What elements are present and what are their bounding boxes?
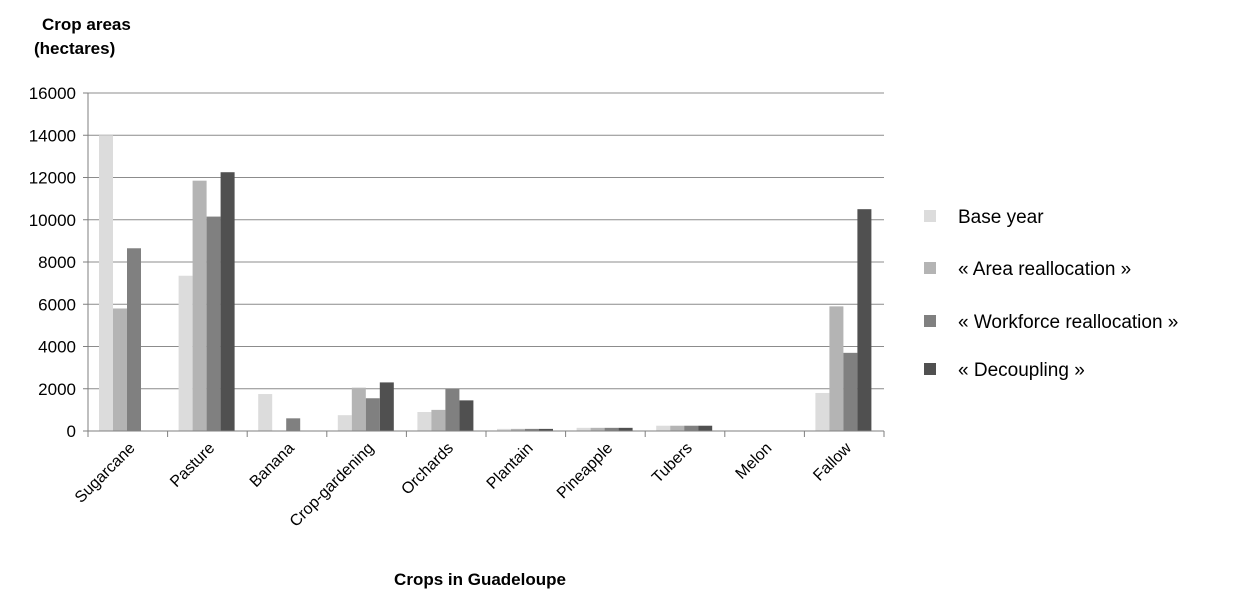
bar-pineapple-series-3 (604, 427, 619, 431)
bar-sugarcane-series-3 (127, 248, 141, 431)
bar-orchards-series-4 (459, 400, 474, 431)
x-axis-ticks (87, 431, 885, 437)
bar-banana-series-3 (286, 418, 301, 431)
bar-plantain-series-1 (497, 428, 511, 431)
bar-tubers-series-4 (698, 425, 713, 431)
bar-orchards-series-3 (445, 388, 460, 431)
bar-plantain-series-2 (511, 428, 525, 431)
y-axis-label-line2: (hectares) (34, 39, 115, 58)
bar-banana-series-1 (258, 394, 273, 431)
legend-swatch (924, 210, 936, 222)
bars (99, 135, 872, 431)
bar-crop-gardening-series-4 (379, 382, 394, 431)
bar-crop-gardening-series-3 (365, 398, 380, 431)
bar-crop-gardening-series-2 (351, 387, 366, 431)
legend-label: « Workforce reallocation » (958, 312, 1178, 333)
bar-pineapple-series-1 (576, 427, 591, 431)
bar-fallow-series-3 (843, 352, 858, 431)
y-tick-label: 6000 (38, 295, 76, 314)
category-label: Crop-gardening (287, 440, 378, 531)
bar-plantain-series-3 (525, 428, 539, 431)
y-tick-label: 12000 (29, 169, 76, 188)
category-label: Tubers (649, 440, 696, 487)
bar-fallow-series-4 (857, 209, 872, 431)
category-label: Banana (247, 440, 298, 491)
bar-pineapple-series-2 (590, 427, 605, 431)
bar-tubers-series-2 (670, 425, 685, 431)
y-tick-label: 10000 (29, 211, 76, 230)
category-label: Plantain (484, 440, 537, 493)
y-tick-label: 0 (67, 422, 76, 441)
legend: Base year « Area reallocation » « Workforc… (924, 207, 1178, 381)
legend-label: « Area reallocation » (958, 259, 1131, 280)
category-label: Sugarcane (72, 440, 139, 507)
bar-orchards-series-1 (417, 411, 432, 431)
bar-fallow-series-2 (829, 306, 844, 431)
x-axis-label: Crops in Guadeloupe (394, 570, 566, 589)
y-axis-ticks: 0 2000 4000 6000 8000 10000 12000 14000 16000 (29, 84, 88, 441)
bar-pasture-series-4 (220, 172, 235, 431)
y-tick-label: 8000 (38, 253, 76, 272)
y-tick-label: 14000 (29, 126, 76, 145)
bar-tubers-series-1 (656, 425, 671, 431)
category-label: Pasture (167, 440, 218, 491)
category-label: Melon (733, 440, 776, 483)
bar-crop-gardening-series-1 (337, 415, 352, 431)
bar-sugarcane-series-2 (113, 308, 127, 431)
category-label: Pineapple (554, 440, 616, 502)
legend-swatch (924, 262, 936, 274)
y-tick-label: 16000 (29, 84, 76, 103)
legend-label: « Decoupling » (958, 360, 1085, 381)
category-label: Orchards (398, 440, 457, 499)
category-label: Fallow (810, 439, 855, 484)
legend-swatch (924, 363, 936, 375)
bar-sugarcane-series-1 (99, 135, 113, 431)
bar-orchards-series-2 (431, 409, 446, 431)
legend-swatch (924, 315, 936, 327)
y-axis-label-line1: Crop areas (42, 15, 131, 34)
bar-pasture-series-1 (178, 275, 193, 431)
bar-pineapple-series-4 (618, 427, 633, 431)
bar-fallow-series-1 (815, 392, 830, 431)
legend-label: Base year (958, 207, 1044, 228)
bar-pasture-series-3 (206, 216, 221, 431)
y-tick-label: 2000 (38, 380, 76, 399)
bar-tubers-series-3 (684, 425, 699, 431)
y-tick-label: 4000 (38, 338, 76, 357)
bar-plantain-series-4 (539, 428, 553, 431)
bar-pasture-series-2 (192, 180, 207, 431)
